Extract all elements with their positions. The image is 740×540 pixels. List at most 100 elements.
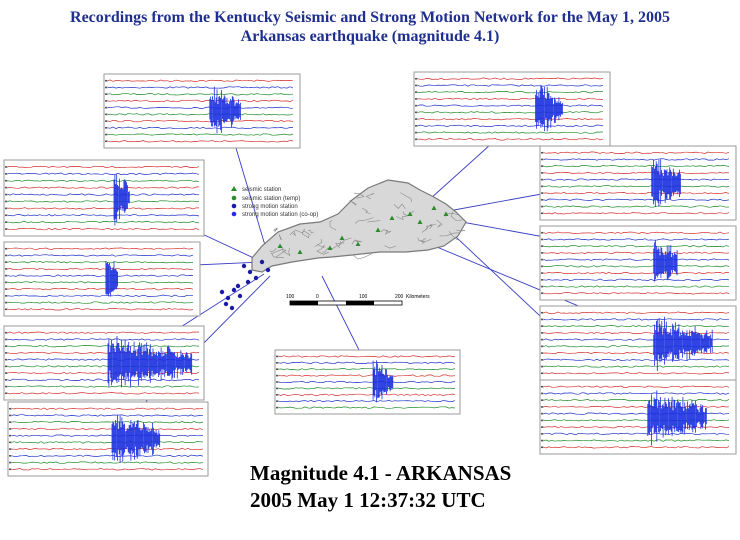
seismic-station-marker: [339, 235, 345, 240]
seismic-station-marker: [407, 211, 413, 216]
trace-line: [11, 461, 204, 464]
channel-tick: [9, 407, 12, 410]
channel-tick: [9, 441, 12, 444]
channel-tick: [541, 205, 544, 208]
channel-tick: [541, 172, 544, 174]
seismic-burst: [209, 86, 241, 134]
county-line: [396, 214, 411, 221]
channel-tick: [415, 98, 418, 100]
channel-tick: [276, 381, 279, 383]
trace-line: [7, 193, 200, 196]
channel-tick: [105, 120, 108, 122]
seismogram-panels: [3, 71, 737, 477]
trace-line: [11, 414, 204, 417]
channel-tick: [541, 192, 544, 194]
trace-line: [543, 425, 730, 429]
trace-line: [7, 338, 200, 341]
county-line: [351, 239, 362, 245]
channel-tick: [415, 131, 418, 134]
scale-label-100-left: 100: [286, 294, 295, 300]
channel-tick: [541, 199, 544, 201]
trace-line: [417, 84, 604, 87]
trace-line: [7, 261, 193, 264]
trace-line: [543, 311, 730, 314]
channel-tick: [5, 247, 8, 250]
county-line: [349, 199, 357, 206]
trace-line: [7, 274, 194, 277]
trace-line: [7, 227, 200, 231]
county-line: [355, 217, 374, 224]
channel-tick: [541, 272, 544, 274]
trace-line: [11, 441, 204, 444]
channel-tick: [415, 111, 418, 114]
title-line-2: Arkansas earthquake (magnitude 4.1): [240, 28, 500, 45]
channel-tick: [9, 468, 12, 471]
channel-tick: [276, 355, 279, 358]
channel-tick: [5, 228, 8, 230]
seismic-burst: [651, 159, 681, 207]
trace-line: [417, 117, 604, 121]
channel-tick: [541, 238, 544, 241]
channel-tick: [105, 113, 108, 116]
channel-tick: [541, 419, 544, 422]
trace-line: [543, 205, 730, 208]
channel-tick: [105, 140, 108, 143]
channel-tick: [541, 325, 544, 327]
trace-line: [543, 439, 730, 442]
channel-tick: [276, 406, 279, 409]
county-line: [273, 227, 278, 233]
channel-tick: [415, 104, 418, 107]
trace-line: [7, 331, 200, 334]
channel-tick: [5, 281, 8, 284]
trace-line: [543, 151, 730, 154]
channel-tick: [541, 439, 544, 442]
trace-line: [107, 93, 294, 96]
channel-tick: [541, 372, 544, 375]
channel-tick: [5, 268, 8, 270]
channel-tick: [541, 433, 544, 435]
strong-motion-station-marker: [237, 293, 243, 299]
channel-tick: [541, 165, 544, 167]
trace-line: [543, 372, 730, 375]
seismic-station-legend-marker: [231, 186, 237, 191]
trace-line: [543, 405, 730, 408]
county-line: [448, 231, 461, 241]
county-line: [428, 223, 437, 230]
trace-line: [7, 385, 200, 388]
strong-motion-station-marker: [231, 287, 237, 293]
trace-line: [278, 400, 456, 403]
channel-tick: [541, 345, 544, 348]
county-line: [329, 220, 337, 231]
trace-line: [7, 247, 194, 250]
trace-line: [543, 392, 730, 395]
seismogram-panel: [3, 241, 201, 317]
trace-line: [7, 179, 200, 182]
strong-motion-station-marker: [219, 289, 225, 295]
seismic-burst: [111, 415, 161, 463]
trace-line: [11, 454, 204, 457]
trace-line: [278, 374, 456, 377]
county-line: [275, 249, 287, 258]
channel-tick: [541, 231, 544, 234]
trace-line: [278, 387, 456, 390]
trace-line: [7, 254, 194, 257]
channel-tick: [276, 374, 279, 377]
scale-label-200: 200: [395, 294, 404, 300]
county-line: [308, 230, 315, 234]
trace-line: [8, 345, 200, 348]
seismogram-panel-frame: [103, 73, 301, 149]
county-line: [353, 253, 372, 260]
trace-line: [7, 281, 194, 284]
channel-tick: [5, 295, 8, 297]
strong-motion-coop-legend-marker: [231, 211, 237, 217]
trace-line: [11, 468, 204, 471]
legend-label-seismic-station: seismic station: [242, 187, 281, 193]
county-line: [439, 232, 460, 237]
seismic-station-marker: [355, 241, 361, 246]
kentucky-map: seismic station seismic station (temp) s…: [219, 179, 467, 311]
trace-line: [107, 113, 294, 116]
channel-tick: [415, 138, 418, 141]
county-line: [393, 203, 406, 209]
trace-line: [543, 285, 730, 288]
